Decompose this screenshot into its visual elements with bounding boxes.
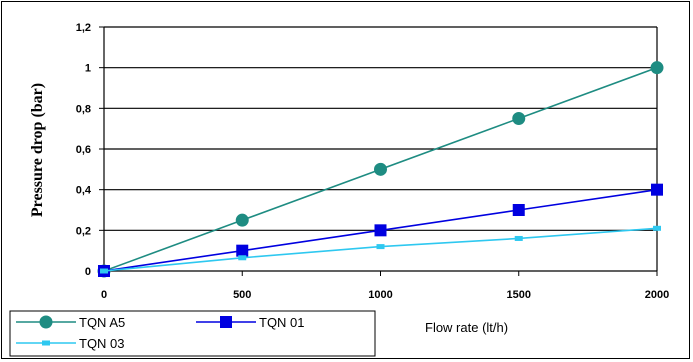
x-tick-label: 1500: [507, 289, 531, 301]
x-tick-label: 1000: [368, 289, 392, 301]
y-axis-label: Pressure drop (bar): [29, 83, 46, 217]
y-tick-labels: 0 0,2 0,4 0,6 0,8 1 1,2: [76, 22, 92, 278]
y-tick-label: 0,2: [76, 225, 91, 237]
y-tick-label: 0,4: [76, 185, 92, 197]
series-tqn-03: [100, 225, 661, 274]
series-tqn-01: [98, 183, 663, 277]
legend-label: TQN 03: [79, 336, 125, 351]
data-point: [100, 268, 108, 274]
legend-box: [9, 310, 376, 357]
x-tick-label: 500: [233, 289, 251, 301]
data-point: [512, 204, 525, 216]
y-tick-label: 0,6: [76, 144, 91, 156]
axes: [99, 26, 658, 276]
series-lines: [97, 61, 664, 278]
data-point: [238, 255, 247, 261]
legend-marker: [39, 315, 53, 329]
data-point: [514, 235, 523, 241]
data-point: [651, 183, 663, 196]
legend-item: TQN 01: [196, 315, 305, 330]
x-axis-label: Flow rate (lt/h): [425, 320, 508, 335]
y-tick-label: 0: [85, 266, 91, 278]
gridlines: [104, 26, 657, 272]
x-tick-labels: 0 500 1000 1500 2000: [101, 289, 669, 301]
legend-label: TQN 01: [259, 315, 305, 330]
legend-item: TQN 03: [16, 336, 125, 351]
legend-marker: [42, 340, 50, 346]
data-point: [236, 244, 249, 257]
data-point: [650, 61, 664, 75]
data-point: [376, 244, 385, 250]
legend-item: TQN A5: [16, 315, 125, 330]
data-point: [235, 213, 249, 227]
data-point: [374, 162, 387, 176]
y-tick-label: 0,8: [76, 103, 91, 115]
data-point: [374, 224, 387, 237]
x-tick-label: 2000: [645, 289, 669, 301]
legend-label: TQN A5: [79, 315, 125, 330]
y-tick-label: 1: [85, 63, 91, 75]
y-tick-label: 1,2: [76, 22, 91, 34]
legend: TQN A5 TQN 01 TQN 03: [9, 310, 376, 357]
data-point: [653, 225, 661, 231]
data-point: [512, 112, 526, 125]
legend-marker: [220, 316, 232, 328]
x-tick-label: 0: [101, 289, 107, 301]
